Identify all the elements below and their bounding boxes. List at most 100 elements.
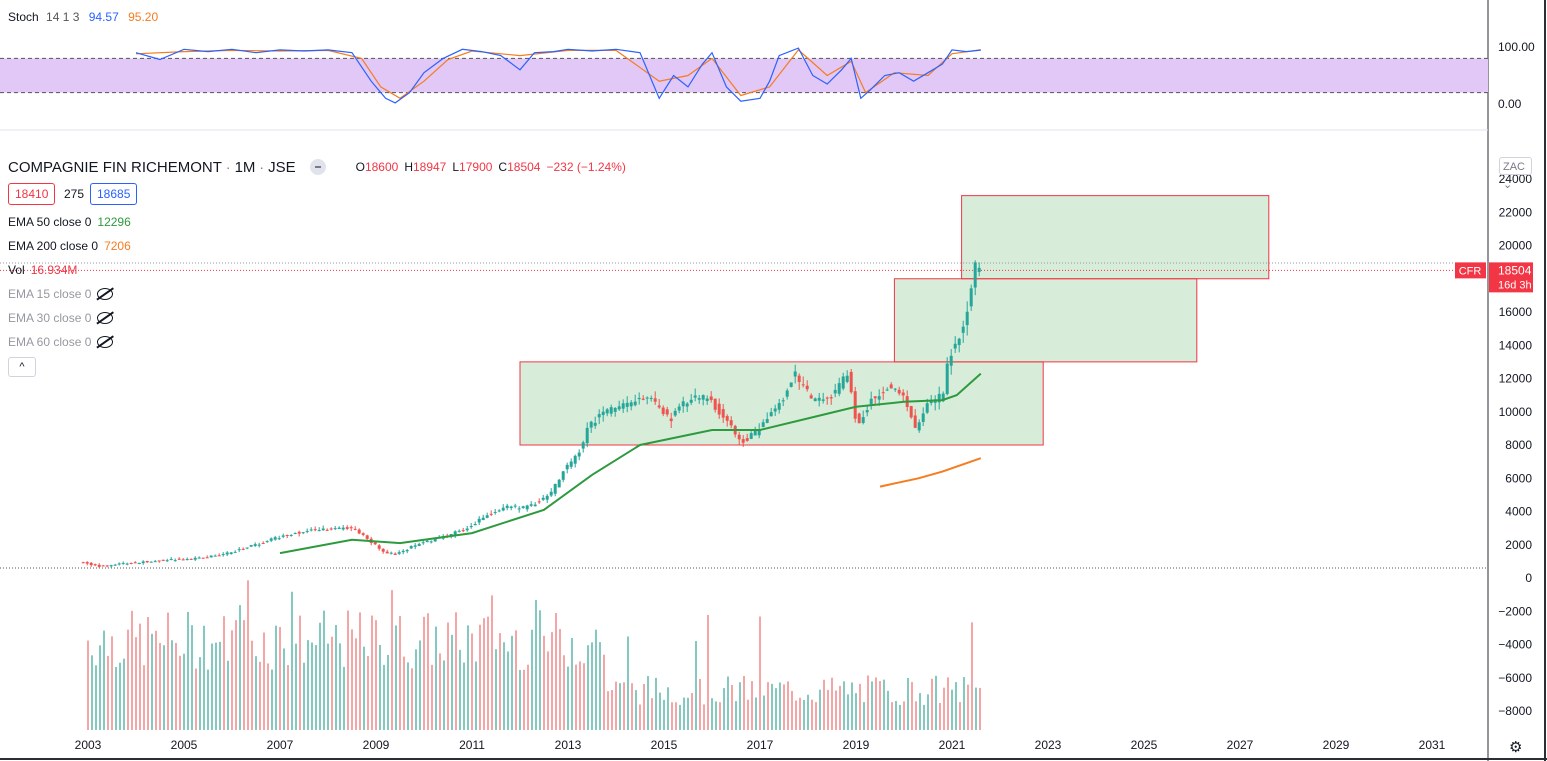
candle-body [917, 422, 921, 431]
candle-body [897, 389, 901, 394]
symbol-title[interactable]: COMPAGNIE FIN RICHEMONT [8, 158, 222, 176]
indicator-ema15[interactable]: EMA 15 close 0 [8, 287, 114, 301]
candle-body [793, 371, 797, 377]
volume-bar [623, 682, 625, 730]
candle-body [405, 550, 409, 552]
candle-body [325, 529, 329, 531]
candle-body [493, 511, 497, 513]
candle-body [677, 406, 681, 411]
candle-body [773, 408, 777, 412]
stoch-axis-0: 0.00 [1498, 97, 1522, 111]
candle-body [309, 529, 313, 531]
volume-bar [395, 625, 397, 730]
buy-price-button[interactable]: 18685 [90, 183, 138, 205]
volume-bar [487, 616, 489, 730]
volume-bar [811, 699, 813, 730]
volume-bar [915, 701, 917, 730]
candle-body [533, 504, 537, 507]
candle-body [481, 517, 485, 521]
stoch-label: Stoch [8, 10, 39, 24]
candle-body [761, 422, 765, 427]
volume-bar [603, 654, 605, 730]
candle-body [473, 524, 477, 526]
volume-bar [755, 697, 757, 730]
candle-body [633, 401, 637, 406]
chevron-up-icon[interactable]: ^ [8, 357, 36, 377]
volume-bar [795, 700, 797, 730]
eye-hidden-icon[interactable] [97, 336, 114, 348]
indicator-volume[interactable]: Vol 16.934M [8, 263, 77, 277]
candle-body [489, 513, 493, 515]
candle-body [461, 530, 465, 532]
price-axis-tick: 6000 [1505, 471, 1532, 485]
candle-body [537, 501, 541, 503]
minimize-icon[interactable] [309, 159, 326, 175]
candle-body [197, 557, 201, 559]
candle-body [93, 564, 97, 566]
candle-body [313, 529, 317, 531]
candle-body [265, 541, 269, 543]
candle-body [553, 483, 557, 494]
sell-price-button[interactable]: 18410 [8, 183, 56, 205]
interval-label[interactable]: 1M [234, 158, 256, 176]
candle-body [457, 530, 461, 532]
eye-hidden-icon[interactable] [97, 288, 114, 300]
volume-bar [931, 678, 933, 730]
volume-bar [143, 665, 145, 730]
indicator-ema200[interactable]: EMA 200 close 0 7206 [8, 239, 131, 253]
volume-bar [735, 701, 737, 730]
candle-body [893, 388, 897, 390]
candle-body [129, 562, 133, 564]
volume-bar [647, 676, 649, 730]
candle-body [425, 540, 429, 543]
time-axis-tick: 2027 [1227, 738, 1254, 752]
volume-bar [827, 689, 829, 730]
volume-bar [303, 662, 305, 730]
volume-bar [115, 666, 117, 730]
zone-rect-1 [519, 361, 1044, 446]
indicator-ema50[interactable]: EMA 50 close 0 12296 [8, 215, 131, 229]
volume-bar [659, 692, 661, 730]
candle-body [801, 384, 805, 386]
volume-bar [683, 697, 685, 730]
volume-bar [483, 618, 485, 730]
stoch-k-line [135, 47, 981, 104]
candle-body [377, 545, 381, 549]
currency-selector[interactable]: ZAC ⌄ [1499, 157, 1532, 191]
volume-bar [523, 669, 525, 730]
volume-bar [791, 690, 793, 730]
candle-body [301, 532, 305, 534]
gear-icon[interactable]: ⚙ [1509, 739, 1523, 756]
price-axis-tick: 12000 [1499, 372, 1533, 386]
volume-bar [107, 655, 109, 730]
volume-bar [347, 610, 349, 730]
volume-bar [455, 612, 457, 730]
volume-bar [511, 635, 513, 730]
volume-bar [211, 643, 213, 730]
volume-bar [243, 620, 245, 730]
volume-bar [967, 684, 969, 730]
eye-hidden-icon[interactable] [97, 312, 114, 324]
candle-body [829, 397, 833, 399]
volume-bar [371, 615, 373, 730]
volume-bar [415, 649, 417, 730]
candle-body [797, 375, 801, 383]
volume-bar [287, 665, 289, 730]
volume-bar [559, 629, 561, 730]
indicator-ema60[interactable]: EMA 60 close 0 [8, 335, 114, 349]
candle-body [249, 545, 253, 547]
volume-bar [411, 668, 413, 730]
volume-bar [847, 694, 849, 730]
indicator-name: EMA 30 close 0 [8, 311, 92, 325]
candle-body [661, 407, 665, 415]
volume-bar [935, 675, 937, 730]
stoch-legend: Stoch 14 1 3 94.57 95.20 [8, 10, 158, 24]
volume-bar [839, 685, 841, 730]
indicator-ema30[interactable]: EMA 30 close 0 [8, 311, 114, 325]
volume-bar [711, 698, 713, 730]
volume-bar [743, 675, 745, 730]
volume-bar [195, 668, 197, 730]
volume-bar [943, 687, 945, 730]
